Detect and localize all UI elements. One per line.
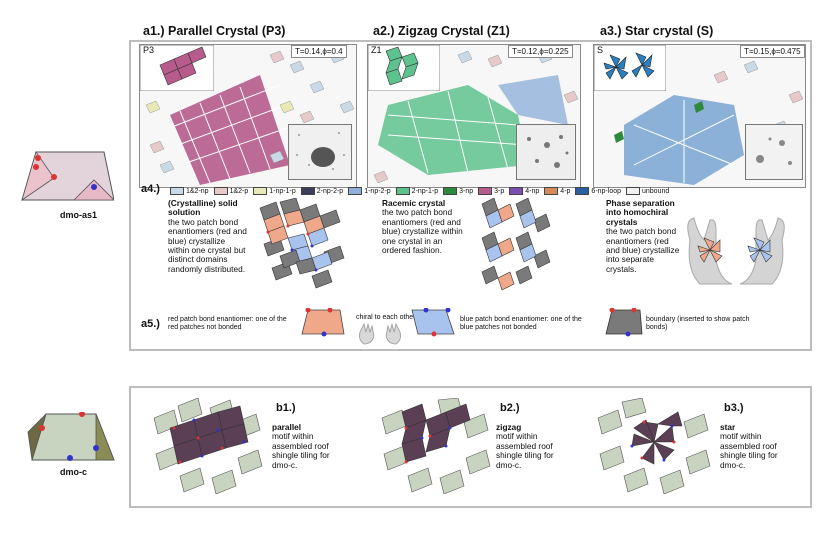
s-lattice xyxy=(614,60,804,185)
solid-solution-illustration xyxy=(259,198,345,289)
b2-body: motif within assembled roof shingle tili… xyxy=(496,431,554,470)
legend-swatch xyxy=(348,187,363,195)
p3-tag: P3 xyxy=(143,45,155,55)
desc-racemic: Racemic crystal the two patch bond enant… xyxy=(382,198,468,256)
racemic-illustration xyxy=(481,198,551,291)
blue-enantiomer-shape xyxy=(411,308,455,337)
s-params: T=0.15,ϕ=0.475 xyxy=(740,45,805,58)
boundary-note: boundary (inserted to show patch bonds) xyxy=(646,316,750,331)
legend-label: 3-p xyxy=(494,187,505,195)
z1-density-inset xyxy=(516,124,576,180)
b2-desc: zigzag motif within assembled roof shing… xyxy=(496,422,566,470)
legend-item: 4-p xyxy=(544,187,570,195)
b2-label: b2.) xyxy=(500,402,520,414)
legend-item: 1&2-p xyxy=(213,187,249,195)
legend-item: 4-np xyxy=(509,187,539,195)
dmo-as1-label: dmo-as1 xyxy=(60,210,98,220)
p3-density-inset xyxy=(288,124,352,180)
p3-motif-inset xyxy=(140,45,214,91)
legend-label: 1&2-p xyxy=(229,187,249,195)
title-a3: a3.) Star crystal (S) xyxy=(600,24,714,38)
dmo-c-shape xyxy=(27,412,115,461)
p3-lattice xyxy=(145,50,355,185)
dmo-c-label: dmo-c xyxy=(60,467,87,477)
tiling-zigzag xyxy=(381,398,491,494)
red-note: red patch bond enantiomer: one of the re… xyxy=(168,316,287,331)
legend-label: unbound xyxy=(642,187,670,195)
b3-label: b3.) xyxy=(724,402,744,414)
desc3-body: the two patch bond enantiomers (red and … xyxy=(606,226,680,274)
p3-params: T=0.14,ϕ=0.4 xyxy=(291,45,347,58)
tiling-parallel xyxy=(153,398,263,494)
z1-params: T=0.12,ϕ=0.225 xyxy=(508,45,573,58)
legend-swatch xyxy=(575,187,590,195)
b1-motif-word: parallel xyxy=(272,422,302,432)
legend-swatch xyxy=(213,187,228,195)
boundary-shape xyxy=(605,308,643,337)
legend-swatch xyxy=(395,187,410,195)
legend-label: 4-np xyxy=(525,187,540,195)
red-enantiomer-shape xyxy=(301,308,345,337)
s-tag: S xyxy=(597,45,604,55)
legend-item: 2-np-1-p xyxy=(395,187,439,195)
legend-swatch xyxy=(300,187,315,195)
legend-label: 1&2-np xyxy=(186,187,209,195)
bottom-panel xyxy=(129,386,812,508)
legend-swatch xyxy=(170,187,184,195)
s-density-inset xyxy=(745,124,803,180)
blue-note: blue patch bond enantiomer: one of the b… xyxy=(460,316,582,331)
b1-label: b1.) xyxy=(276,402,296,414)
legend-label: 1-np-2-p xyxy=(364,187,391,195)
hands-icon xyxy=(359,322,401,345)
title-a2: a2.) Zigzag Crystal (Z1) xyxy=(373,24,510,38)
desc1-title: (Crystalline) solid solution xyxy=(168,198,238,218)
desc2-title: Racemic crystal xyxy=(382,198,446,208)
legend-item: 3-np xyxy=(443,187,473,195)
legend-item: 1-np-1-p xyxy=(253,187,296,195)
legend-label: 2-np-1-p xyxy=(411,187,439,195)
desc2-body: the two patch bond enantiomers (red and … xyxy=(382,207,463,256)
legend-swatch xyxy=(509,187,524,195)
z1-lattice xyxy=(373,50,579,184)
legend-swatch xyxy=(478,187,493,195)
title-a1: a1.) Parallel Crystal (P3) xyxy=(143,24,286,38)
tiling-star xyxy=(597,398,711,494)
desc-solid-solution: (Crystalline) solid solution the two pat… xyxy=(168,198,248,274)
desc1-body: the two patch bond enantiomers (red and … xyxy=(168,216,247,274)
legend-swatch xyxy=(443,187,458,195)
z1-tag: Z1 xyxy=(371,45,382,55)
b1-body: motif within assembled roof shingle tili… xyxy=(272,431,330,470)
phase-separation-illustration xyxy=(687,217,785,285)
legend-swatch xyxy=(626,187,640,195)
dmo-as1-shape xyxy=(21,151,114,201)
b3-desc: star motif within assembled roof shingle… xyxy=(720,422,790,470)
legend-item: 6-np-loop xyxy=(575,187,621,195)
legend-item: 1-np-2-p xyxy=(348,187,391,195)
legend-item: 1&2-np xyxy=(170,187,209,195)
s-motif-inset xyxy=(594,45,666,91)
b3-motif-word: star xyxy=(720,422,736,432)
legend-swatch xyxy=(544,187,559,195)
b2-motif-word: zigzag xyxy=(496,422,522,432)
legend-swatch xyxy=(253,187,268,195)
a4-label: a4.) xyxy=(141,183,160,195)
legend: 1&2-np 1&2-p 1-np-1-p 2-np-2-p 1-np-2-p 2-np-… xyxy=(170,187,674,195)
legend-item: unbound xyxy=(626,187,669,195)
legend-item: 3-p xyxy=(478,187,504,195)
z1-motif-inset xyxy=(368,45,440,91)
legend-label: 4-p xyxy=(560,187,571,195)
desc3-title: Phase separation into homochiral crystal… xyxy=(606,198,675,227)
legend-label: 6-np-loop xyxy=(591,187,621,195)
b3-body: motif within assembled roof shingle tili… xyxy=(720,431,778,470)
b1-desc: parallel motif within assembled roof shi… xyxy=(272,422,342,470)
legend-label: 3-np xyxy=(459,187,474,195)
legend-label: 1-np-1-p xyxy=(269,187,296,195)
chiral-note: chiral to each other xyxy=(356,314,416,321)
legend-label: 2-np-2-p xyxy=(316,187,344,195)
a5-label: a5.) xyxy=(141,318,160,330)
legend-item: 2-np-2-p xyxy=(300,187,344,195)
desc-phase-separation: Phase separation into homochiral crystal… xyxy=(606,198,684,274)
